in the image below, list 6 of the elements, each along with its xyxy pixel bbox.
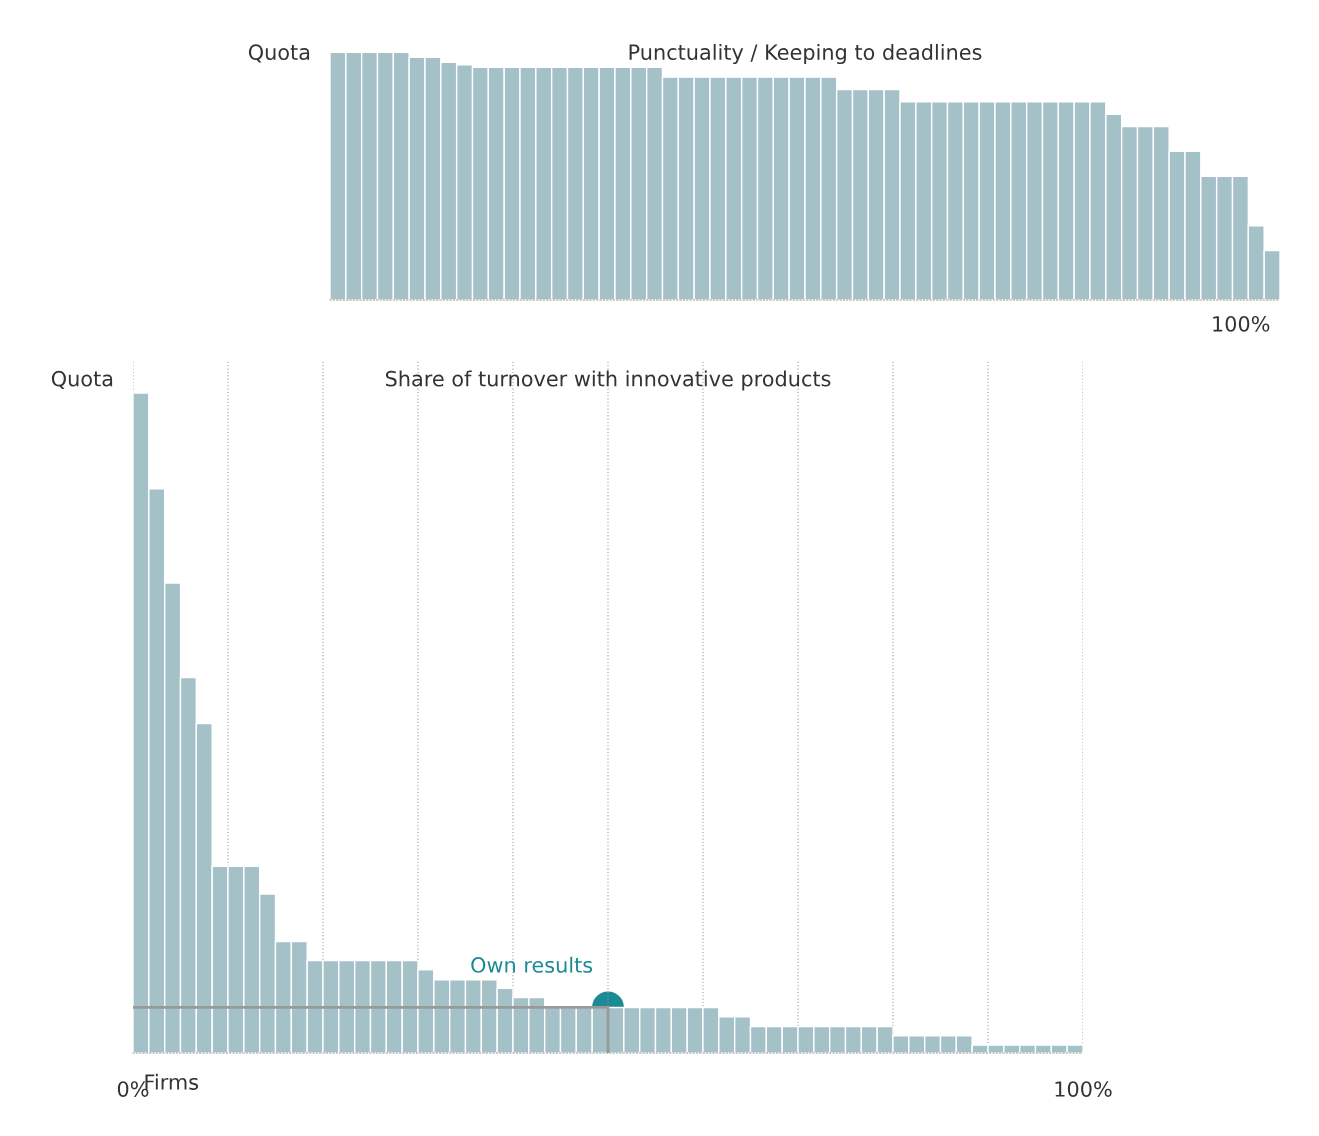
y-axis-title: Quota [248,44,310,63]
chart-title: Share of turnover with innovative products [385,370,831,391]
y-axis-title: Quota [51,370,113,389]
chart-title: Punctuality / Keeping to deadlines [629,43,982,65]
annotation: Own results [471,956,593,973]
text: 100% [1213,315,1270,332]
